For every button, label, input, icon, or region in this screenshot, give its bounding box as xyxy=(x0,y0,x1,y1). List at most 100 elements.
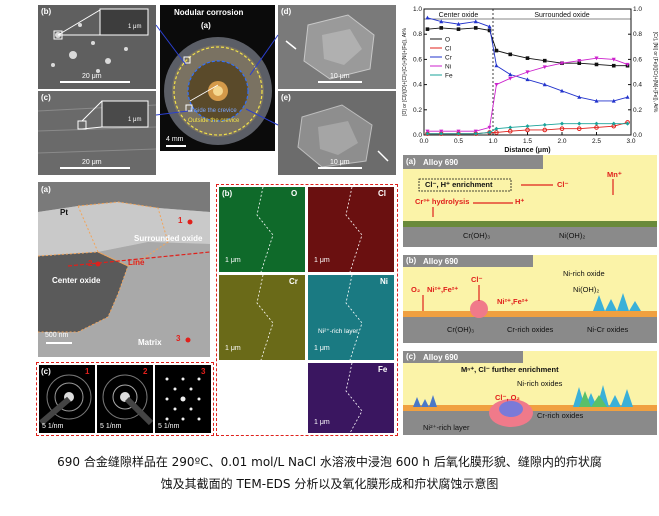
point-fe xyxy=(473,131,478,136)
x-tick-label: 1.0 xyxy=(488,138,497,145)
point-fe xyxy=(487,130,492,135)
point-ni xyxy=(560,61,564,66)
point-cr xyxy=(625,95,630,99)
sem-panel-e: (e) 10 μm xyxy=(278,91,396,175)
region-right-label: Surrounded oxide xyxy=(534,12,589,19)
sem-panel-d: (d) 10 μm xyxy=(278,5,396,89)
point-ni xyxy=(439,129,444,134)
point-o xyxy=(473,26,478,30)
schematic-a-drawing xyxy=(403,155,657,247)
point-cr xyxy=(473,19,478,24)
y-tick-label-left: 1.0 xyxy=(413,6,422,13)
tem-label-a: (a) xyxy=(41,185,51,194)
point-fe xyxy=(508,125,513,130)
y-tick-label-right: 0.6 xyxy=(633,56,642,63)
tem-matrix: Matrix xyxy=(138,338,162,347)
schematic-c-cr-oxides: Cr-rich oxides xyxy=(537,411,584,420)
sem-texture-c xyxy=(38,91,156,175)
saed-scale-1: 5 1/nm xyxy=(42,423,64,430)
y-axis-label-right: [Cr], [Ni] or [Fe]/([Cr]+[Ni]+[Fe]), At% xyxy=(652,32,658,113)
specimen-photo xyxy=(160,5,275,151)
y-tick-label-left: 0.2 xyxy=(413,107,422,114)
point-ni xyxy=(542,65,547,70)
connector-lines xyxy=(155,24,279,126)
x-tick-label: 2.5 xyxy=(592,138,601,145)
profile-chart: Center oxide Surrounded oxide 0.0 0.5 1.0 1.5… xyxy=(400,3,659,155)
y-tick-label-right: 0.0 xyxy=(633,132,642,139)
eds-cl: Cl xyxy=(378,189,386,198)
eds-cr: Cr xyxy=(289,277,298,286)
point-cl xyxy=(576,126,582,131)
eds-label-b: (b) xyxy=(222,189,233,198)
schematic-c-mn: Mⁿ⁺, Cl⁻ further enrichment xyxy=(461,365,559,374)
point-ni xyxy=(508,76,513,81)
figure-caption-line1: 690 合金缝隙样品在 290ºC、0.01 mol/L NaCl 水溶液中浸泡… xyxy=(57,455,602,469)
point-o xyxy=(425,27,430,31)
point-cr xyxy=(439,19,444,24)
point-cr xyxy=(611,98,616,103)
point-o xyxy=(542,58,547,63)
schematic-b-nife2: Ni²⁺,Fe²⁺ xyxy=(497,297,529,306)
eds-scale-ni: 1 μm xyxy=(314,345,330,352)
schematic-a-enrich: Cl⁻, H⁺ enrichment xyxy=(425,180,493,189)
eds-scale-o: 1 μm xyxy=(225,257,241,264)
schematic-a-croh: Cr(OH)₃ xyxy=(463,231,491,240)
eds-o: O xyxy=(291,189,298,198)
point-ni xyxy=(487,125,492,130)
point-fe xyxy=(439,131,444,136)
tem-marker-3: 3 xyxy=(176,334,181,343)
saed-1-rings xyxy=(39,374,92,426)
point-cr xyxy=(594,98,599,103)
scale-bar-d xyxy=(318,81,362,83)
schematic-b-nicr: Ni-Cr oxides xyxy=(587,325,629,334)
profile-chart-svg: Center oxide Surrounded oxide 0.0 0.5 1.0 1.5… xyxy=(402,6,658,154)
point-cr xyxy=(525,77,530,82)
point-fe xyxy=(577,121,582,126)
sem-texture-b xyxy=(38,5,156,89)
eds-map-ni: Ni Ni²⁺-rich layer 1 μm xyxy=(308,275,394,360)
point-cr xyxy=(487,24,492,29)
point-cl xyxy=(559,126,565,131)
point-ni xyxy=(611,57,616,62)
y-tick-label-left: 0.4 xyxy=(413,82,422,89)
point-cr xyxy=(494,63,499,68)
legend-label-cl: Cl xyxy=(445,46,452,53)
schematic-a: (a) Alloy 690 Cl⁻, H⁺ enrichment Cl⁻ Mn⁺… xyxy=(403,155,657,247)
eds-dashed-outlines xyxy=(256,186,363,434)
point-fe xyxy=(594,121,599,126)
panel-label-d: (d) xyxy=(281,7,292,16)
point-fe xyxy=(560,121,564,126)
scale-text-c: 20 μm xyxy=(82,159,102,166)
eds-scale-cl: 1 μm xyxy=(314,257,330,264)
series-line-ni xyxy=(427,57,628,132)
point-o xyxy=(494,48,499,53)
scale-text-d: 10 μm xyxy=(330,73,350,80)
y-tick-label-left: 0.0 xyxy=(413,132,422,139)
scale-text-a: 4 mm xyxy=(166,136,184,143)
point-fe xyxy=(494,126,499,131)
saed-1: (c) 1 5 1/nm xyxy=(39,365,95,433)
point-cr xyxy=(508,72,513,77)
point-o xyxy=(577,61,582,65)
sem-panel-c: (c) 1 μm 20 μm xyxy=(38,91,156,175)
schematic-c-clo2: Cl⁻, O₂ xyxy=(495,393,520,402)
eds-scale-fe: 1 μm xyxy=(314,419,330,426)
point-ni xyxy=(525,70,530,75)
point-o xyxy=(487,28,492,33)
point-ni xyxy=(473,129,478,134)
y-tick-label-left: 0.6 xyxy=(413,56,422,63)
point-ni xyxy=(577,59,582,63)
schematic-b-alloy: Alloy 690 xyxy=(423,257,459,266)
eds-map-cl: Cl 1 μm xyxy=(308,187,394,272)
point-o xyxy=(525,56,530,60)
point-cr xyxy=(425,15,430,20)
schematic-b-label: (b) xyxy=(406,256,417,265)
saed-label-c: (c) xyxy=(41,367,51,376)
saed-2-rings xyxy=(102,374,153,426)
y-tick-label-right: 1.0 xyxy=(633,6,642,13)
x-axis-label: Distance (μm) xyxy=(504,147,550,154)
eds-map-fe: Fe 1 μm xyxy=(308,363,394,433)
x-tick-label: 0.0 xyxy=(419,138,428,145)
schematic-c-layer: Ni²⁺-rich layer xyxy=(423,423,470,432)
schematic-b-ni-oxide: Ni-rich oxide xyxy=(563,269,605,278)
